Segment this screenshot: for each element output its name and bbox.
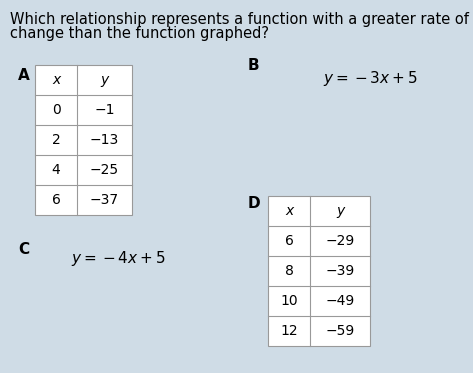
Text: −39: −39 [325,264,355,278]
Text: y: y [336,204,344,218]
Text: y: y [100,73,109,87]
Text: −29: −29 [325,234,355,248]
Text: $y = -3x + 5$: $y = -3x + 5$ [323,69,417,88]
Text: 10: 10 [280,294,298,308]
Text: 6: 6 [52,193,61,207]
Text: 4: 4 [52,163,61,177]
Text: B: B [248,58,260,73]
Text: C: C [18,242,29,257]
Text: A: A [18,68,30,83]
Bar [268,196,370,346]
Text: 0: 0 [52,103,61,117]
Bar [268,196,370,346]
Text: $y = -4x + 5$: $y = -4x + 5$ [70,248,165,267]
Text: Which relationship represents a function with a greater rate of: Which relationship represents a function… [10,12,469,27]
Text: −49: −49 [325,294,355,308]
Text: −1: −1 [94,103,115,117]
Text: −59: −59 [325,324,355,338]
Text: 8: 8 [285,264,293,278]
Text: −13: −13 [90,133,119,147]
Bar [35,65,132,215]
Text: −25: −25 [90,163,119,177]
Text: 6: 6 [285,234,293,248]
Text: 12: 12 [280,324,298,338]
Bar [35,65,132,215]
Text: −37: −37 [90,193,119,207]
Text: D: D [248,196,261,211]
Text: change than the function graphed?: change than the function graphed? [10,26,269,41]
Text: x: x [52,73,60,87]
Text: x: x [285,204,293,218]
Text: 2: 2 [52,133,61,147]
